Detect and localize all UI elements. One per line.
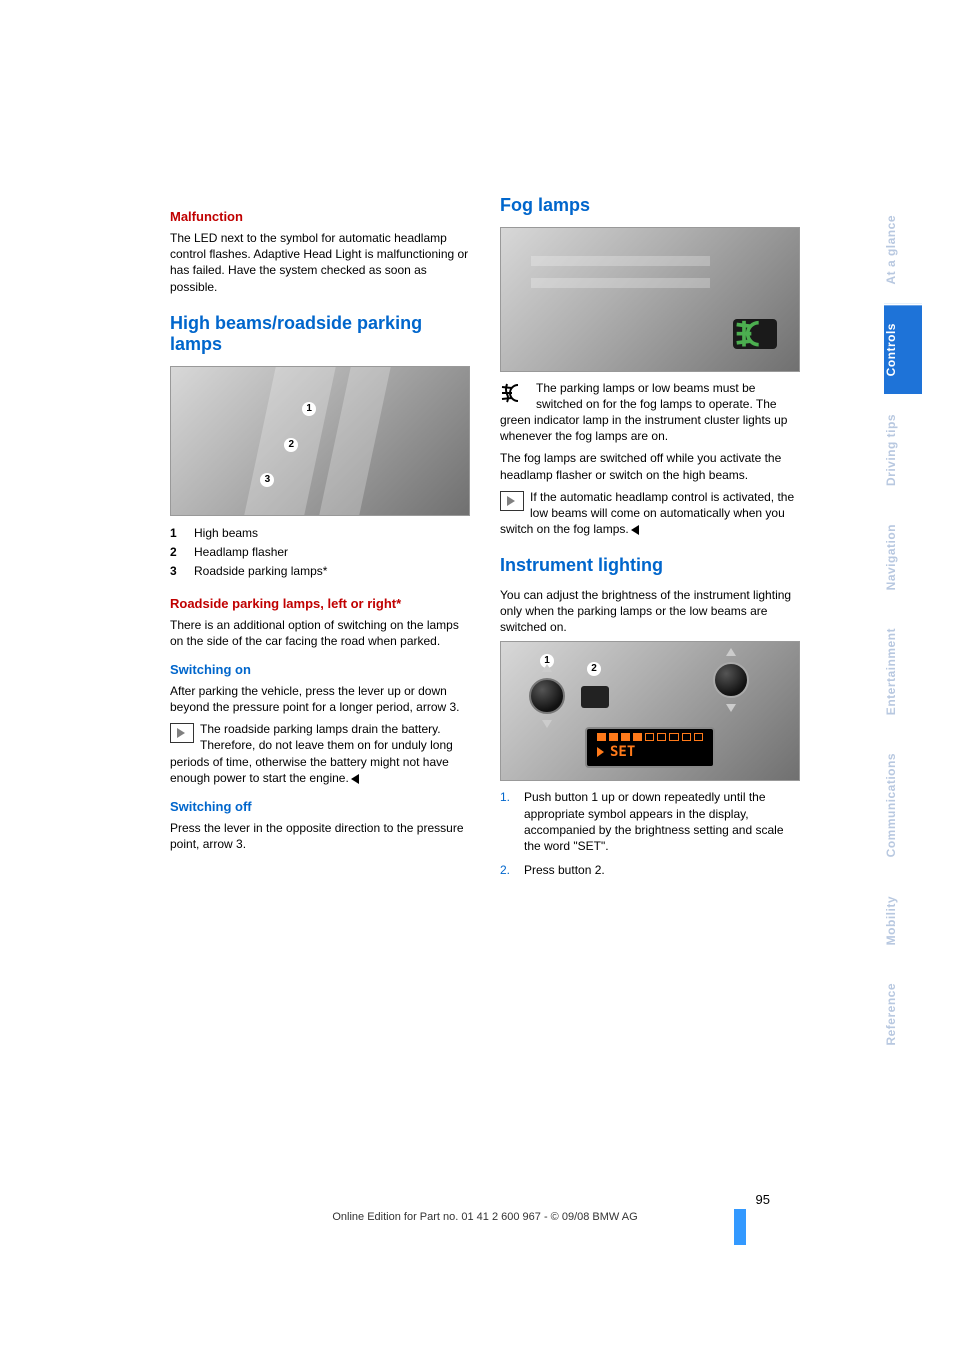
knob-1: 1 xyxy=(529,678,565,714)
fog-lamp-icon xyxy=(733,319,777,348)
heading-malfunction: Malfunction xyxy=(170,209,470,224)
figure-highbeams: 1 2 3 xyxy=(170,366,470,516)
brightness-dial-graphic xyxy=(713,662,749,698)
tab-controls[interactable]: Controls xyxy=(884,303,922,394)
page-content: Malfunction The LED next to the symbol f… xyxy=(170,195,800,1165)
figure-instrument-lighting: 1 2 SET xyxy=(500,641,800,781)
brightness-scale xyxy=(597,733,703,741)
list-item: 1High beams xyxy=(170,524,470,543)
fog-note-1: The parking lamps or low beams must be s… xyxy=(500,380,800,445)
heading-instrument-lighting: Instrument lighting xyxy=(500,555,800,577)
heading-switching-off: Switching off xyxy=(170,799,470,814)
side-tabs: At a glance Controls Driving tips Naviga… xyxy=(884,195,922,1064)
highbeams-list: 1High beams 2Headlamp flasher 3Roadside … xyxy=(170,524,470,582)
tab-communications[interactable]: Communications xyxy=(884,733,922,875)
set-label: SET xyxy=(597,744,703,760)
list-item: 1.Push button 1 up or down repeatedly un… xyxy=(500,789,800,854)
end-marker-icon xyxy=(351,774,359,784)
note-triangle-icon xyxy=(170,723,194,743)
list-item: 2Headlamp flasher xyxy=(170,543,470,562)
instrument-steps: 1.Push button 1 up or down repeatedly un… xyxy=(500,789,800,878)
figure-marker-2: 2 xyxy=(587,662,601,676)
list-item: 3Roadside parking lamps* xyxy=(170,562,470,581)
figure-marker-1: 1 xyxy=(540,654,554,668)
tab-driving-tips[interactable]: Driving tips xyxy=(884,394,922,504)
left-column: Malfunction The LED next to the symbol f… xyxy=(170,195,470,858)
right-column: Fog lamps xyxy=(500,195,800,886)
instrument-body: You can adjust the brightness of the ins… xyxy=(500,587,800,636)
tab-navigation[interactable]: Navigation xyxy=(884,504,922,608)
switching-on-body: After parking the vehicle, press the lev… xyxy=(170,683,470,715)
end-marker-icon xyxy=(631,525,639,535)
heading-fog-lamps: Fog lamps xyxy=(500,195,800,217)
figure-fog-lamps xyxy=(500,227,800,372)
fog-body-2: The fog lamps are switched off while you… xyxy=(500,450,800,482)
list-item: 2.Press button 2. xyxy=(500,862,800,878)
heading-highbeams: High beams/roadside parking lamps xyxy=(170,313,470,356)
tab-mobility[interactable]: Mobility xyxy=(884,876,922,963)
heading-roadside: Roadside parking lamps, left or right* xyxy=(170,596,470,611)
tab-entertainment[interactable]: Entertainment xyxy=(884,608,922,733)
switching-off-body: Press the lever in the opposite directio… xyxy=(170,820,470,852)
tab-reference[interactable]: Reference xyxy=(884,963,922,1064)
fog-note-2: If the automatic headlamp control is act… xyxy=(500,489,800,538)
fog-lamp-symbol-icon xyxy=(500,382,528,404)
set-display: SET xyxy=(585,727,715,768)
malfunction-body: The LED next to the symbol for automatic… xyxy=(170,230,470,295)
roadside-body: There is an additional option of switchi… xyxy=(170,617,470,649)
fog-lamp-button-graphic xyxy=(733,319,777,349)
page-number: 95 xyxy=(756,1192,770,1207)
page-number-bar xyxy=(734,1209,746,1245)
heading-switching-on: Switching on xyxy=(170,662,470,677)
switching-on-note: The roadside parking lamps drain the bat… xyxy=(170,721,470,786)
footer-line: Online Edition for Part no. 01 41 2 600 … xyxy=(170,1211,800,1223)
tab-at-a-glance[interactable]: At a glance xyxy=(884,195,922,303)
note-triangle-icon xyxy=(500,491,524,511)
button-2-graphic xyxy=(581,686,609,708)
